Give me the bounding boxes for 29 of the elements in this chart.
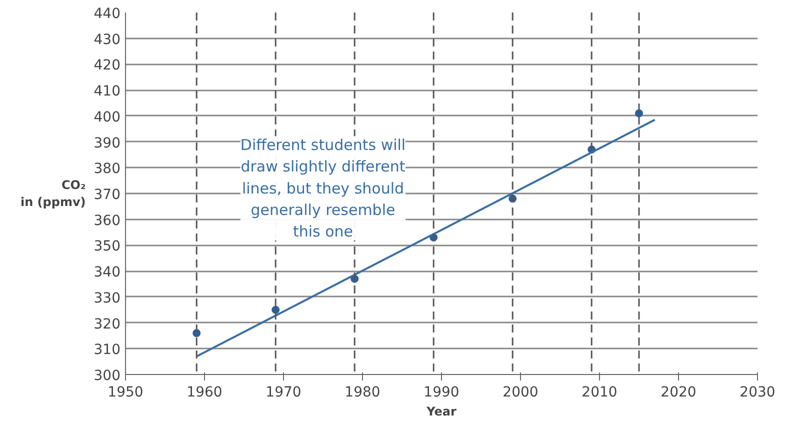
x-tick-label: 1970	[266, 384, 302, 400]
y-tick-label: 390	[94, 135, 121, 152]
y-tick-label: 350	[94, 238, 121, 255]
x-tick-label: 2000	[502, 384, 538, 400]
y-tick-label: 320	[94, 316, 121, 332]
y-tick-label: 340	[94, 264, 121, 281]
y-tick-label: 400	[94, 109, 121, 126]
x-tick-label: 2030	[740, 384, 776, 400]
y-tick-label: 330	[94, 290, 121, 306]
x-tick-label: 2020	[660, 384, 696, 400]
y-tick-label: 300	[94, 368, 121, 384]
y-tick-label: 360	[94, 212, 121, 229]
x-tick-label: 1950	[108, 384, 144, 400]
y-tick-label: 420	[94, 58, 121, 74]
y-tick-label: 380	[94, 161, 121, 178]
y-tick-label: 310	[94, 342, 121, 358]
y-tick-label: 440	[94, 6, 121, 22]
point	[635, 109, 643, 118]
x-tick-label: 1960	[186, 384, 222, 400]
x-tick-label: 1990	[424, 384, 460, 400]
annotation: Different students will draw slightly different lines, but they should generally resemble this one	[240, 136, 406, 241]
y-tick-label: 370	[94, 187, 121, 203]
y-tick-label: 410	[94, 84, 121, 100]
y-tick-label: 430	[94, 32, 121, 48]
x-tick-label: 1980	[344, 384, 380, 400]
x-axis-title: Year	[426, 404, 456, 418]
y-axis-title: CO₂ in (ppmv)	[20, 178, 86, 209]
x-tick-label: 2010	[582, 384, 618, 400]
point	[272, 306, 280, 314]
